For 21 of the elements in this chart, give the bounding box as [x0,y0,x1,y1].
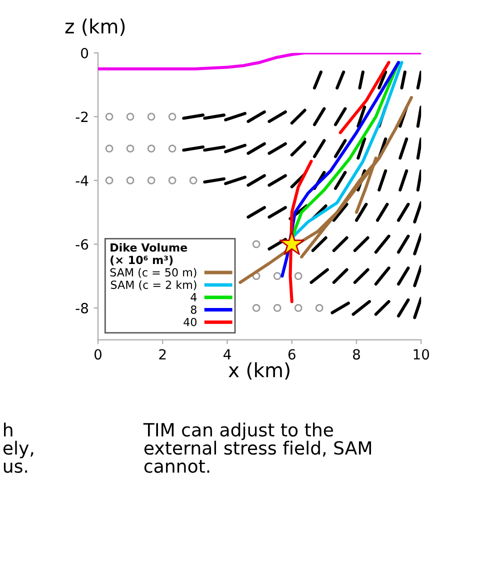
x-tick-label: 2 [159,349,166,360]
text: h ely, us. [3,422,34,473]
legend-label: SAM (c = 2 km) [110,280,196,290]
x-axis-title: x (km) [228,362,290,380]
legend-label: 8 [190,305,196,314]
legend-label: SAM (c = 50 m) [110,268,196,278]
x-tick-label: 8 [353,349,360,360]
y-tick-label: -2 [76,112,88,122]
y-tick-label: -6 [76,239,88,250]
text: TIM can adjust to the external stress field, SAM cannot. [143,422,372,473]
x-tick-label: 10 [414,349,430,360]
y-axis-title: z (km) [65,18,125,36]
y-tick-label: -4 [76,176,88,186]
legend-label: 40 [184,318,196,326]
x-tick-label: 4 [224,349,231,360]
y-tick-label: -8 [76,302,88,314]
x-tick-label: 6 [288,349,296,360]
legend-title: Dike Volume (× 10⁶ m³) [110,243,188,266]
legend-label: 4 [190,293,197,302]
x-tick-label: 0 [94,349,102,360]
y-tick-label: 0 [81,48,88,58]
